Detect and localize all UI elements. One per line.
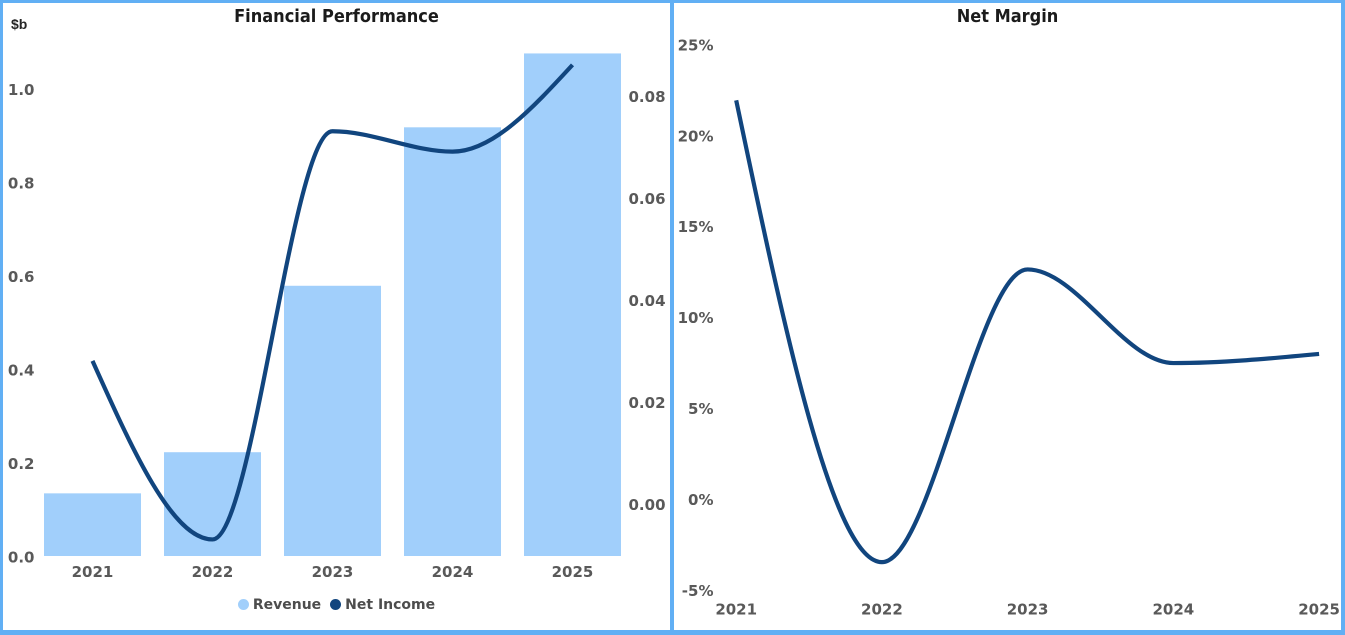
revenue-legend-marker <box>237 599 249 610</box>
net-income-legend-marker <box>330 599 342 610</box>
revenue-bar <box>404 127 501 557</box>
panel-net-margin: Net Margin -5% 0% 5% 10% 15% 20% 25% 2021 2022 20… <box>674 3 1341 630</box>
legend: Revenue Net Income <box>3 598 670 612</box>
y-tick-label: 20% <box>678 127 714 145</box>
legend-item-net-income[interactable]: Net Income <box>330 598 435 612</box>
y-left-tick-label: 0.0 <box>8 548 35 566</box>
net-income-legend-label: Net Income <box>345 596 436 613</box>
net-margin-plot: -5% 0% 5% 10% 15% 20% 25% 2021 2022 2023 2024 2025 <box>678 36 1340 619</box>
panel-financial-performance: Financial Performance 0.0 0.2 0.4 0.6 0.8 1.0… <box>3 3 674 630</box>
y-right-tick-label: 0.08 <box>629 88 666 106</box>
x-tick-label: 2022 <box>861 601 903 619</box>
y-axis-unit-label: $b <box>11 16 27 32</box>
net-income-line <box>90 63 575 542</box>
x-tick-label: 2024 <box>1152 601 1194 619</box>
y-tick-label: 15% <box>678 218 714 236</box>
revenue-bar <box>284 285 381 556</box>
y-left-tick-label: 0.2 <box>8 455 35 473</box>
y-left-tick-label: 1.0 <box>8 81 35 99</box>
net-margin-line <box>734 99 1320 565</box>
y-tick-label: -5% <box>682 582 714 600</box>
revenue-legend-label: Revenue <box>252 596 322 613</box>
x-tick-label: 2023 <box>312 563 354 581</box>
y-right-tick-label: 0.06 <box>629 190 666 208</box>
y-right-tick-label: 0.04 <box>629 292 666 310</box>
chart-title-net-margin: Net Margin <box>956 5 1059 27</box>
x-tick-label: 2025 <box>552 563 594 581</box>
y-tick-label: 25% <box>678 36 714 54</box>
x-tick-label: 2022 <box>192 563 234 581</box>
x-tick-label: 2021 <box>715 601 757 619</box>
x-tick-label: 2021 <box>72 563 114 581</box>
y-right-tick-label: 0.00 <box>629 496 666 514</box>
y-left-tick-label: 0.4 <box>8 361 35 379</box>
net-margin-chart-area: Net Margin -5% 0% 5% 10% 15% 20% 25% 2021 2022 20… <box>674 3 1341 630</box>
revenue-bar <box>524 53 621 556</box>
financial-performance-chart-area: Financial Performance 0.0 0.2 0.4 0.6 0.8 1.0… <box>3 3 670 630</box>
revenue-bar <box>44 493 141 556</box>
y-tick-label: 0% <box>688 491 713 509</box>
y-tick-label: 10% <box>678 309 714 327</box>
x-tick-label: 2024 <box>432 563 474 581</box>
y-tick-label: 5% <box>688 400 713 418</box>
chart-title-financial-performance: Financial Performance <box>234 5 439 27</box>
legend-item-revenue[interactable]: Revenue <box>237 596 322 613</box>
x-tick-label: 2023 <box>1007 601 1049 619</box>
x-tick-label: 2025 <box>1298 601 1340 619</box>
y-right-tick-label: 0.02 <box>629 394 666 412</box>
y-left-tick-label: 0.6 <box>8 268 35 286</box>
y-left-tick-label: 0.8 <box>8 174 35 192</box>
financial-performance-plot: 0.0 0.2 0.4 0.6 0.8 1.0 $b 0.00 0.02 0.04 0.06 0.08… <box>8 16 666 581</box>
